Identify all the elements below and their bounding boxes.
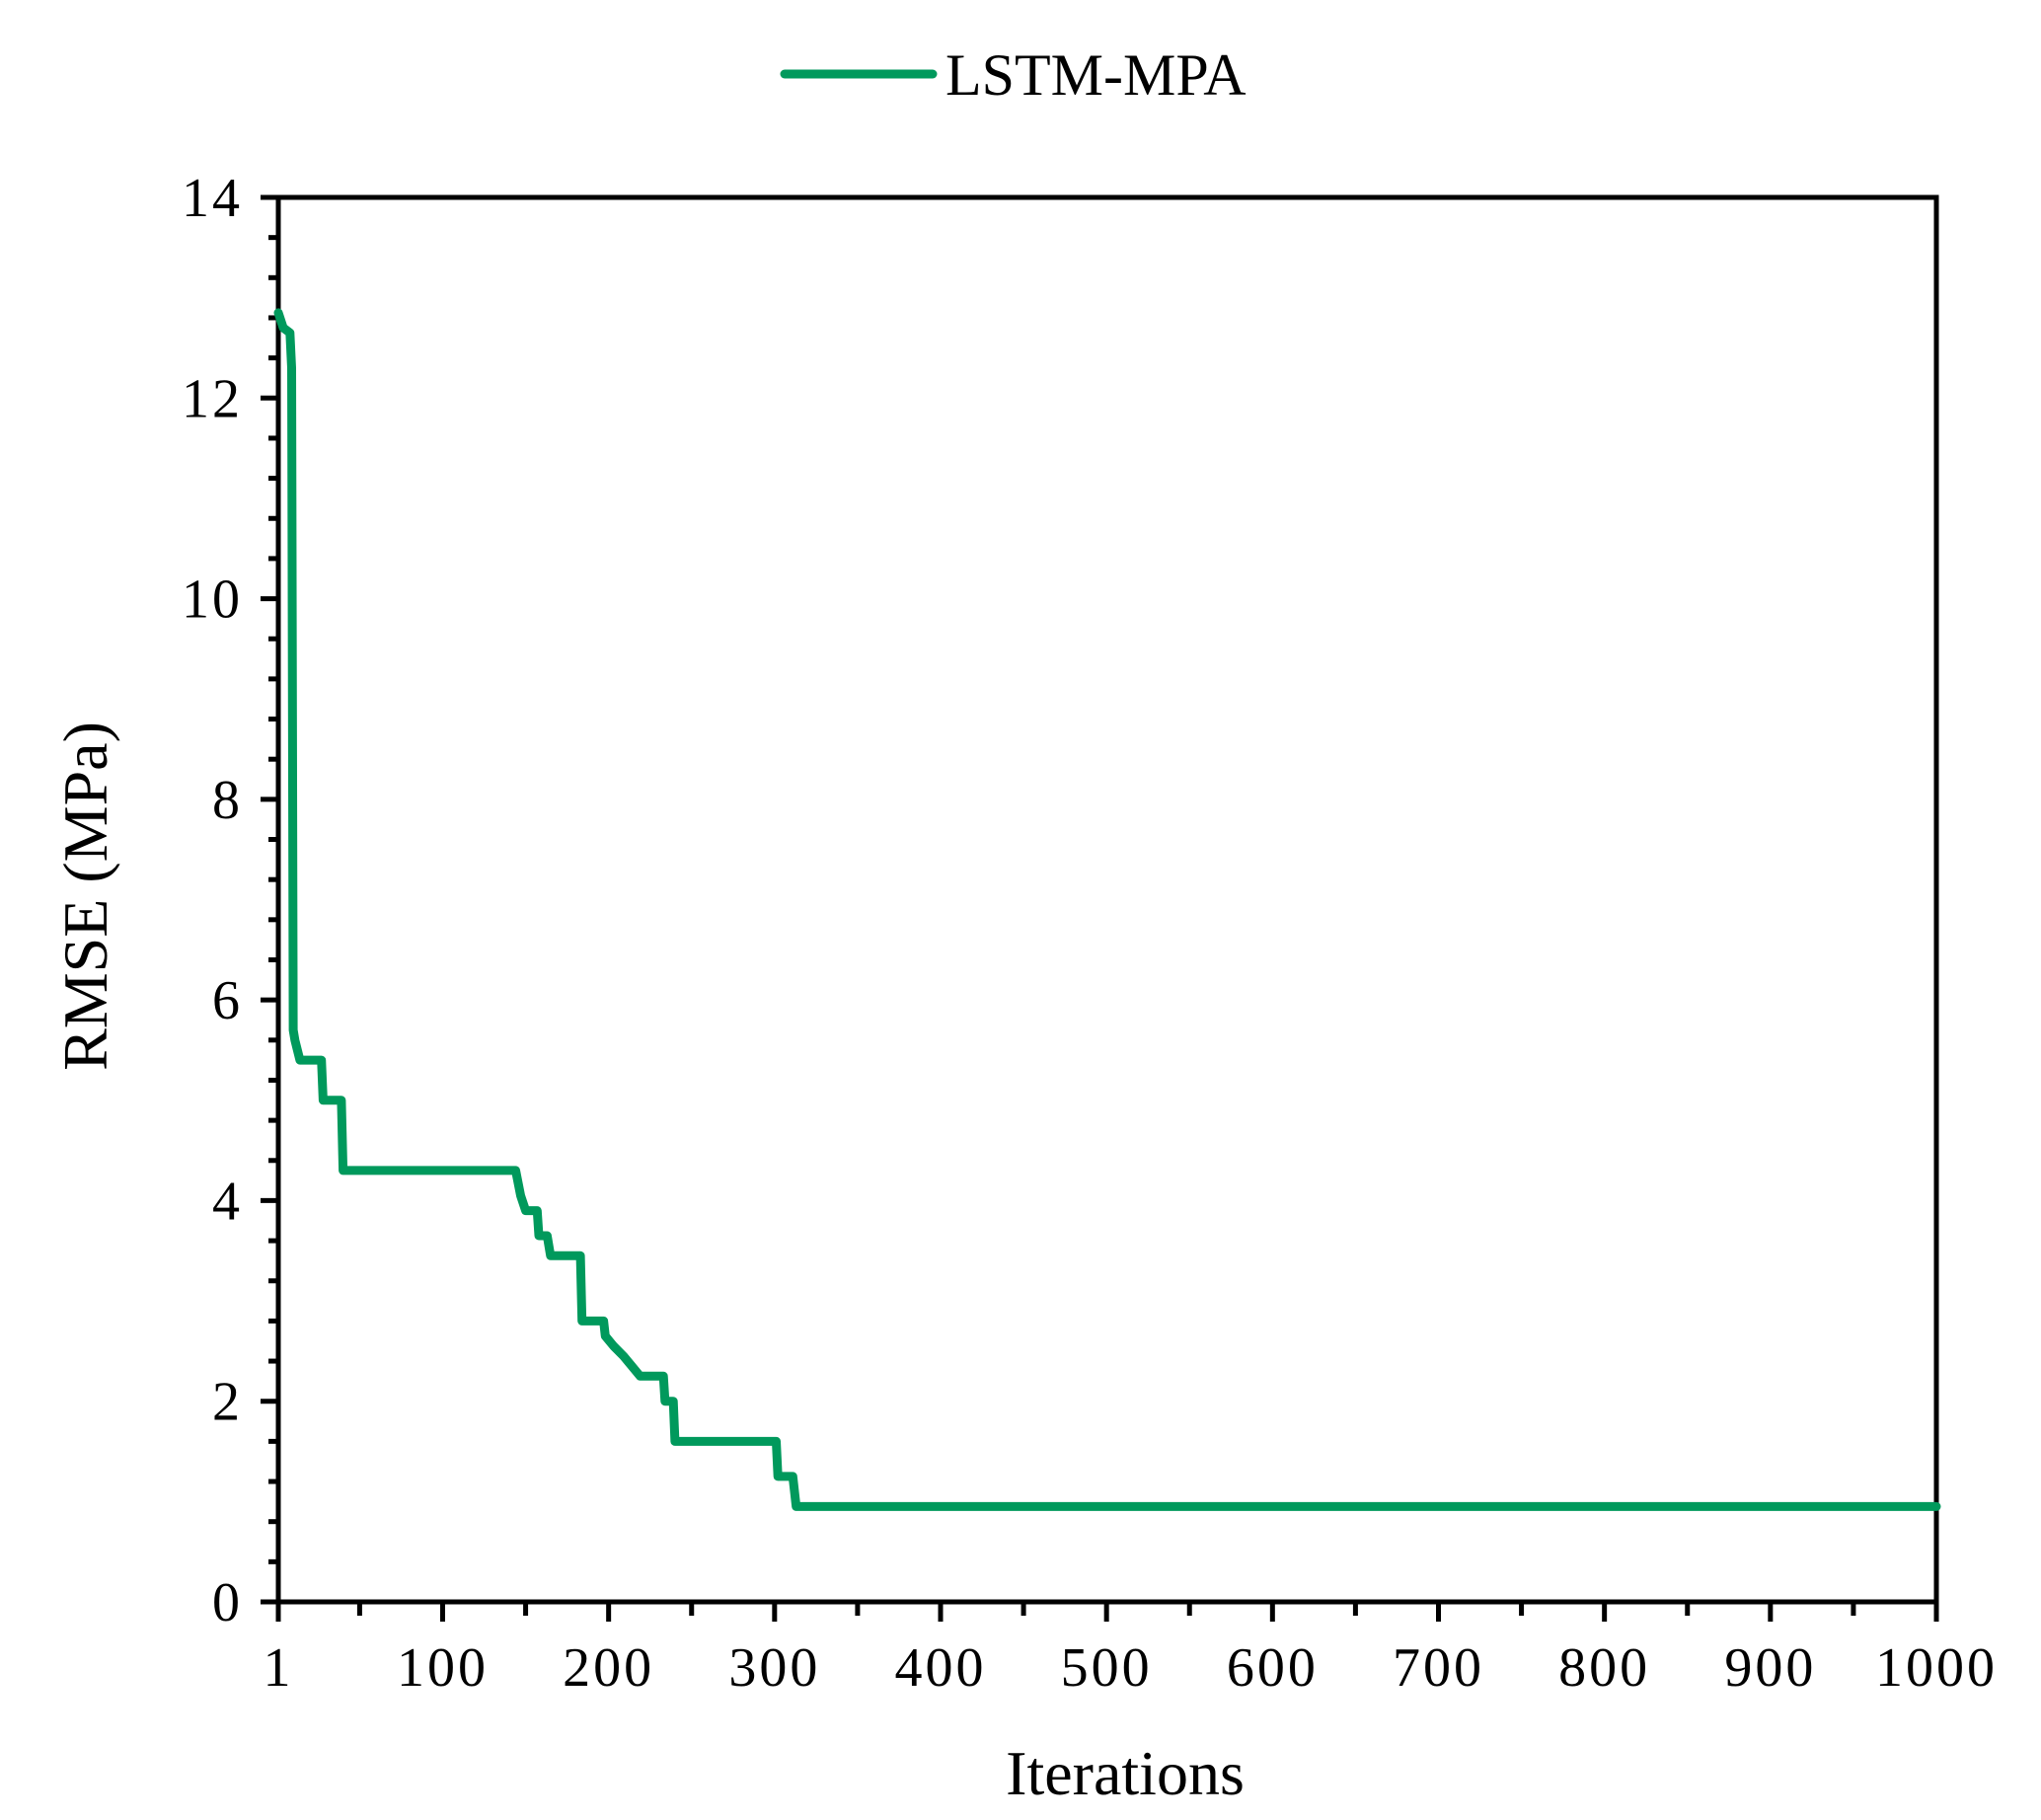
y-tick-label: 14	[182, 168, 243, 229]
x-tick-label: 800	[1558, 1637, 1650, 1699]
x-axis-title: Iterations	[1006, 1738, 1245, 1808]
x-tick-label: 100	[397, 1637, 489, 1699]
x-tick-label: 1	[264, 1637, 294, 1699]
y-tick-label: 4	[212, 1171, 243, 1232]
legend: LSTM-MPA	[780, 42, 1247, 108]
y-axis-ticks: 0 2 4 6 8 10 12 14	[182, 168, 278, 1633]
series-line-lstm-mpa	[273, 308, 1941, 1511]
y-tick-label: 8	[212, 770, 243, 831]
y-tick-label: 12	[182, 368, 243, 429]
x-tick-label: 1000	[1875, 1637, 1998, 1699]
x-tick-label: 700	[1393, 1637, 1484, 1699]
x-tick-label: 400	[894, 1637, 986, 1699]
y-tick-label: 2	[212, 1372, 243, 1433]
x-axis-ticks: 1 100 200 300 400 500 600 700 800 900 1000	[264, 1602, 1998, 1699]
y-tick-label: 10	[182, 569, 243, 631]
x-tick-label: 900	[1724, 1637, 1816, 1699]
y-tick-label: 6	[212, 970, 243, 1031]
x-tick-label: 300	[728, 1637, 820, 1699]
x-tick-label: 500	[1061, 1637, 1153, 1699]
y-tick-label: 0	[212, 1572, 243, 1633]
y-axis-title: RMSE (MPa)	[50, 721, 120, 1071]
x-tick-label: 200	[563, 1637, 654, 1699]
x-tick-label: 600	[1227, 1637, 1319, 1699]
legend-label-lstm-mpa: LSTM-MPA	[945, 42, 1247, 108]
